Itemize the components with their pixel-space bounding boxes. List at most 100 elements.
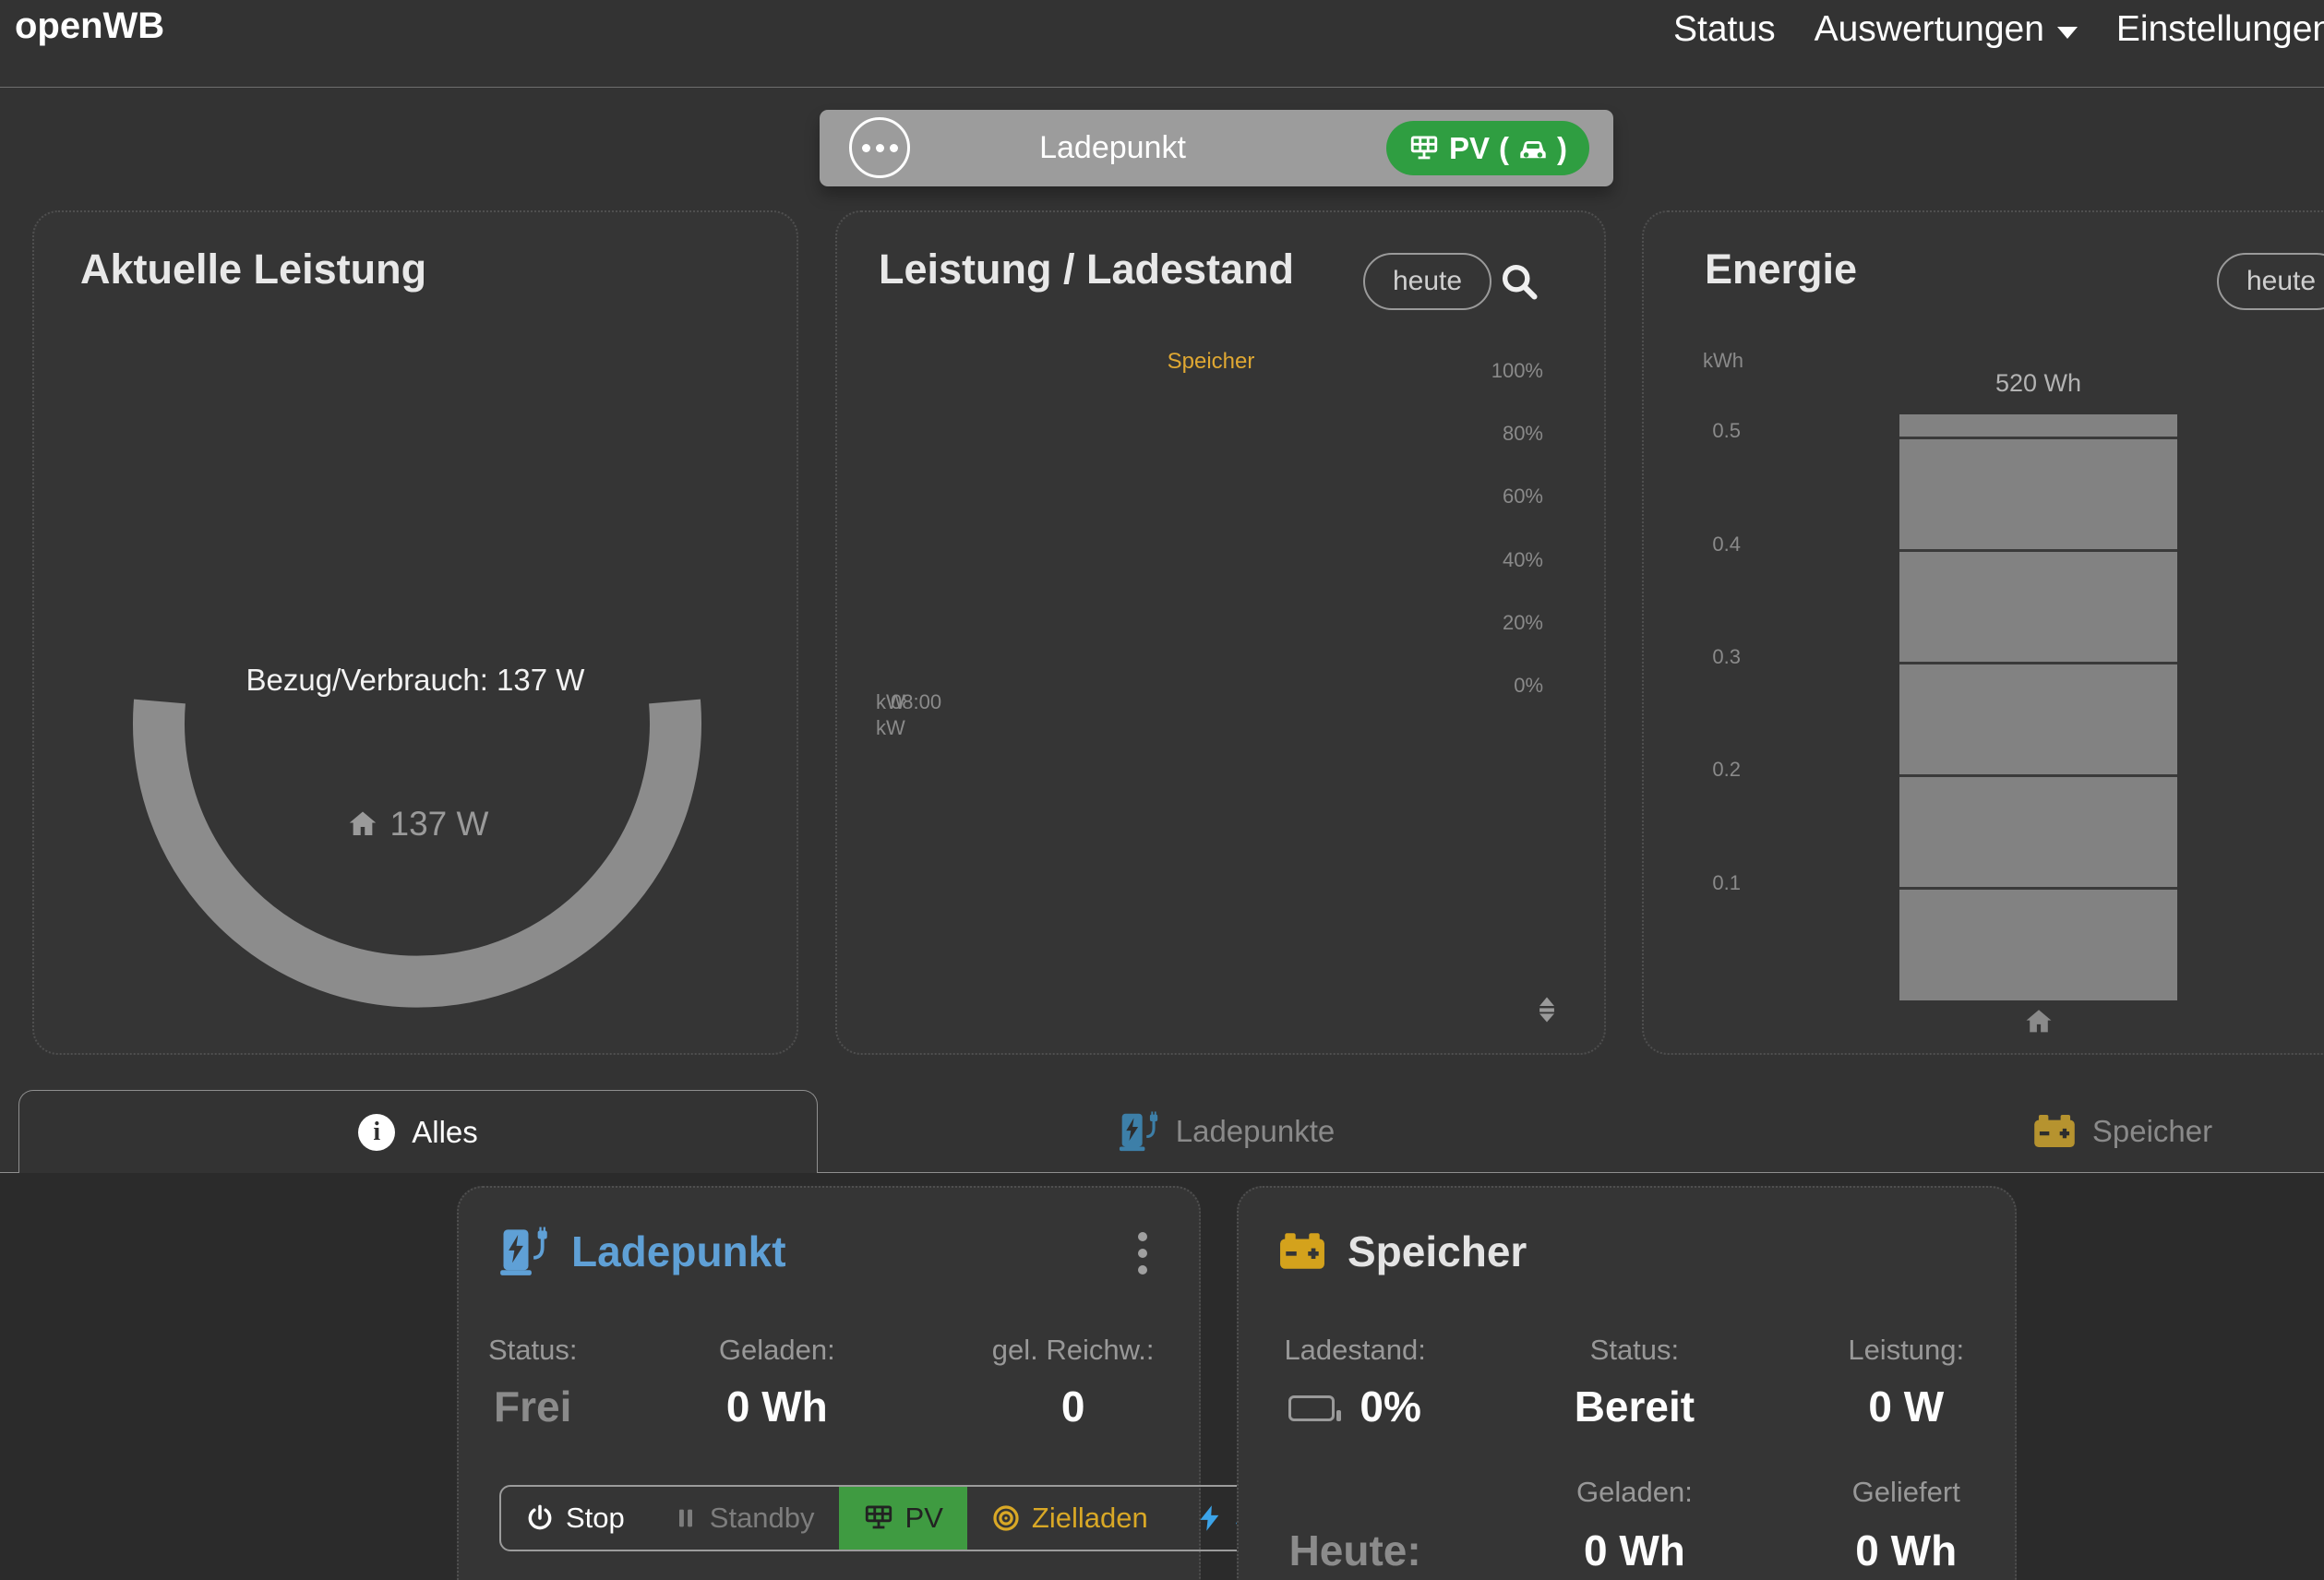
stat-value-status: Bereit	[1574, 1382, 1695, 1430]
ladepunkt-toolbar: Ladepunkt PV ( )	[820, 110, 1613, 186]
stat-labels-row2: Geladen: Geliefert	[1239, 1476, 2015, 1509]
card-title: Ladepunkt	[571, 1227, 786, 1275]
mode-standby-button[interactable]: Standby	[649, 1487, 839, 1550]
y-axis-tick: 40%	[1502, 548, 1543, 571]
y-axis-unit: kWh	[1703, 349, 1743, 372]
nav-item-status[interactable]: Status	[1673, 9, 1776, 49]
card-leistung-ladestand: Leistung / Ladestand heute Speicher 100%…	[835, 210, 1606, 1055]
detail-section: Ladepunkt Status: Geladen: gel. Reichw.:…	[0, 1173, 2324, 1580]
x-axis-tick: 08:00	[891, 690, 942, 713]
charge-mode-button-group: Stop Standby	[499, 1485, 1337, 1551]
pause-icon	[678, 1509, 692, 1527]
card-aktuelle-leistung: Aktuelle Leistung Bezug/Verbrauch: 137 W…	[32, 210, 798, 1055]
stat-value-status: Frei	[494, 1382, 572, 1430]
energy-bar	[1899, 414, 2177, 1000]
charging-station-icon	[500, 1227, 547, 1275]
top-nav: openWB Status Auswertungen Einstellungen	[0, 0, 2324, 88]
gridline	[1899, 774, 2177, 777]
y-axis-tick: 0.3	[1712, 645, 1741, 668]
bar-value-label: 520 Wh	[1995, 369, 2082, 397]
range-heute-button[interactable]: heute	[2217, 253, 2324, 310]
card-header: Speicher	[1279, 1227, 1527, 1276]
stat-label: Geladen:	[1575, 1476, 1693, 1508]
stat-value-geliefert: 0 Wh	[1855, 1526, 1958, 1574]
nav-item-auswertungen[interactable]: Auswertungen	[1815, 9, 2078, 50]
y-axis-tick: 100%	[1491, 359, 1543, 382]
stat-labels-row: Ladestand: Status: Leistung:	[1239, 1334, 2015, 1367]
mode-stop-button[interactable]: Stop	[501, 1487, 649, 1550]
house-icon	[2026, 1010, 2051, 1033]
y-axis-tick: 0.1	[1712, 871, 1741, 894]
mode-pv-button[interactable]: PV	[838, 1487, 967, 1550]
bolt-icon	[1200, 1505, 1219, 1531]
stat-label: Ladestand:	[1284, 1334, 1426, 1366]
stat-label: Status:	[487, 1334, 578, 1366]
stat-label: Geladen:	[718, 1334, 835, 1366]
nav-links: Status Auswertungen Einstellungen	[1673, 9, 2324, 50]
y-axis-tick: 20%	[1502, 611, 1543, 634]
toolbar-title: Ladepunkt	[1039, 130, 1186, 165]
y-axis-tick: 60%	[1502, 485, 1543, 508]
power-icon	[528, 1504, 552, 1530]
house-icon	[349, 811, 376, 835]
x-axis-category	[1899, 1006, 2177, 1042]
ellipsis-menu-button[interactable]	[849, 117, 910, 178]
stat-labels-row: Status: Geladen: gel. Reichw.:	[459, 1334, 1199, 1367]
tab-spacer	[0, 1090, 18, 1173]
bullseye-icon	[993, 1505, 1019, 1531]
sort-resize-icon[interactable]	[1529, 992, 1564, 1027]
row2-heading: Heute:	[1288, 1526, 1421, 1574]
solar-panel-icon	[865, 1505, 892, 1529]
tab-alles[interactable]: i Alles	[18, 1090, 818, 1173]
stat-value-leistung: 0 W	[1868, 1382, 1945, 1430]
stat-values-row2: Heute: 0 Wh 0 Wh	[1239, 1526, 2015, 1575]
nav-item-einstellungen[interactable]: Einstellungen	[2115, 9, 2324, 49]
solar-panel-icon	[1410, 136, 1438, 159]
brand-logo[interactable]: openWB	[15, 6, 165, 46]
stat-value-geladen: 0 Wh	[1583, 1526, 1685, 1574]
stat-values-row: Frei 0 Wh 0	[459, 1382, 1199, 1431]
charging-station-icon	[1119, 1110, 1157, 1151]
gauge-top-label: Bezug/Verbrauch: 137 W	[246, 663, 585, 697]
stat-label: Status:	[1589, 1334, 1680, 1366]
mode-zielladen-button[interactable]: Zielladen	[967, 1487, 1172, 1550]
card-header: Ladepunkt	[499, 1227, 786, 1276]
stat-label: gel. Reichw.:	[991, 1334, 1155, 1366]
stat-label: Geliefert	[1851, 1476, 1960, 1508]
y-axis-unit: kW	[876, 716, 905, 739]
legend-speicher[interactable]: Speicher	[1167, 349, 1255, 374]
car-icon	[1520, 140, 1546, 158]
info-icon: i	[358, 1113, 396, 1151]
stat-values-row: 0% Bereit 0 W	[1239, 1382, 2015, 1431]
car-battery-icon	[2034, 1114, 2075, 1147]
gauge-house-value: 137 W	[34, 805, 800, 844]
charge-mode-badge[interactable]: PV ( )	[1385, 121, 1589, 175]
y-axis-tick: 0.2	[1712, 758, 1741, 781]
stat-value-geladen: 0 Wh	[725, 1382, 828, 1430]
range-heute-button[interactable]: heute	[1363, 253, 1492, 310]
card-title: Aktuelle Leistung	[80, 245, 427, 293]
power-gauge-arc	[133, 699, 701, 1008]
kebab-menu-icon[interactable]	[1138, 1232, 1147, 1275]
card-title: Leistung / Ladestand	[879, 245, 1295, 293]
view-tabs: i Alles Ladepunkte	[0, 1090, 2324, 1173]
card-title: Speicher	[1348, 1227, 1527, 1275]
search-icon[interactable]	[1498, 260, 1540, 303]
tab-ladepunkte[interactable]: Ladepunkte	[818, 1090, 1635, 1173]
y-axis-tick: 80%	[1502, 422, 1543, 445]
gridline	[1899, 662, 2177, 664]
gridline	[1899, 549, 2177, 552]
stat-label: Leistung:	[1848, 1334, 1965, 1366]
card-title: Energie	[1705, 245, 1858, 293]
y-axis-tick: 0%	[1514, 674, 1543, 697]
tab-speicher[interactable]: Speicher	[1635, 1090, 2324, 1173]
y-axis-unit: kW	[876, 690, 905, 713]
card-energie: Energie heute kWh 0.5 0.4 0.3 0.2 0.1 52…	[1642, 210, 2324, 1055]
car-battery-icon	[1280, 1233, 1324, 1269]
gridline	[1899, 887, 2177, 890]
stat-value-reichweite: 0	[1060, 1382, 1085, 1430]
stat-value-ladestand: 0%	[1239, 1382, 1471, 1431]
gridline	[1899, 437, 2177, 439]
ellipsis-icon	[861, 143, 870, 152]
